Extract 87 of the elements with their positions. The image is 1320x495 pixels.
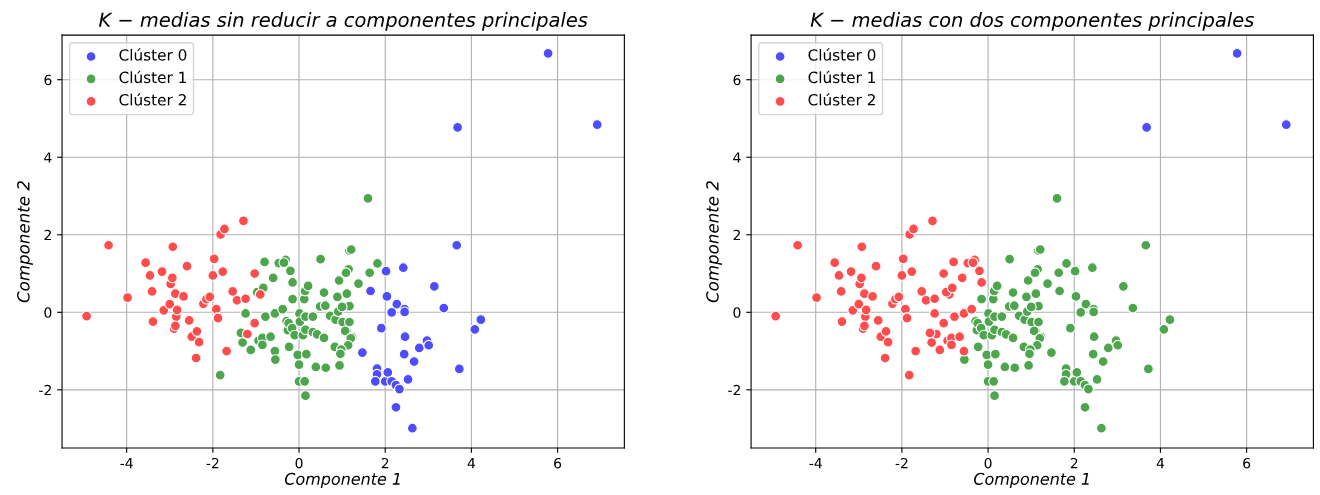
y-tick-label: 2 xyxy=(733,229,740,241)
point xyxy=(1231,47,1243,59)
y-tick-label: 0 xyxy=(733,307,741,318)
legend-label: Clúster 2 xyxy=(119,93,186,106)
point xyxy=(146,285,158,297)
point xyxy=(451,239,463,251)
point xyxy=(103,239,115,251)
point xyxy=(140,257,152,269)
point xyxy=(207,270,219,281)
y-tick-label: 6 xyxy=(44,74,52,86)
x-tick-label: 4 xyxy=(1156,458,1165,469)
x-tick-label: -4 xyxy=(809,458,822,469)
point xyxy=(193,336,205,348)
x-tick-label: 2 xyxy=(381,457,389,469)
chart-title: K − medias sin reducir a componentes principales xyxy=(98,12,588,31)
legend-label: Clúster 2 xyxy=(808,93,875,106)
point xyxy=(438,302,450,314)
point xyxy=(190,352,202,364)
point xyxy=(365,285,377,297)
legend-label: Clúster 0 xyxy=(808,48,876,61)
legend-label: Clúster 0 xyxy=(119,48,187,61)
x-tick-label: 2 xyxy=(1070,457,1078,469)
point xyxy=(423,339,435,351)
x-axis-title: Componente 1 xyxy=(284,472,400,488)
legend-label: Clúster 1 xyxy=(119,70,186,84)
x-tick-label: -2 xyxy=(895,457,908,469)
point xyxy=(122,292,134,304)
x-tick-label: 0 xyxy=(295,457,303,469)
point xyxy=(393,383,405,395)
point xyxy=(386,306,398,318)
x-tick-label: 6 xyxy=(1243,457,1251,469)
point xyxy=(453,363,465,375)
x-tick-label: 0 xyxy=(984,457,992,469)
point xyxy=(240,293,252,305)
point xyxy=(81,310,93,322)
point xyxy=(166,272,178,284)
point xyxy=(208,253,220,265)
y-tick-label: 6 xyxy=(733,74,741,86)
point xyxy=(191,325,203,337)
point xyxy=(402,373,414,385)
point xyxy=(1141,121,1153,133)
point xyxy=(183,314,195,326)
y-tick-label: -2 xyxy=(728,384,740,396)
point xyxy=(375,322,387,334)
point xyxy=(390,401,402,413)
point xyxy=(181,260,193,272)
y-tick-label: 4 xyxy=(44,152,52,163)
point xyxy=(219,223,230,235)
point xyxy=(144,270,156,281)
y-tick-label: 4 xyxy=(733,152,741,163)
point xyxy=(204,291,216,303)
point xyxy=(406,422,418,434)
point xyxy=(171,304,183,316)
point xyxy=(227,285,239,297)
y-tick-label: 0 xyxy=(44,307,52,318)
point xyxy=(398,348,410,360)
point xyxy=(369,375,381,387)
point xyxy=(381,290,393,302)
point xyxy=(452,121,464,133)
point xyxy=(380,265,392,277)
point xyxy=(1280,119,1292,131)
y-tick-label: -2 xyxy=(39,384,51,396)
point xyxy=(237,215,249,227)
x-tick-label: 6 xyxy=(554,457,562,469)
point xyxy=(382,366,394,378)
point xyxy=(542,47,554,59)
point xyxy=(475,314,487,326)
x-tick-label: -2 xyxy=(206,457,219,469)
chart-title: K − medias con dos componentes principales xyxy=(810,12,1254,31)
point xyxy=(249,317,261,329)
point xyxy=(408,356,420,367)
legend-label: Clúster 1 xyxy=(808,70,875,84)
x-axis-title: Componente 1 xyxy=(974,472,1089,488)
point xyxy=(469,323,481,335)
point xyxy=(221,345,233,357)
point xyxy=(413,342,425,354)
y-axis-title: Componente 2 xyxy=(17,181,33,303)
point xyxy=(591,119,603,131)
x-tick-label: 4 xyxy=(467,458,476,469)
x-tick-label: -4 xyxy=(120,458,133,469)
point xyxy=(399,331,411,343)
point xyxy=(397,262,409,274)
point xyxy=(241,328,253,340)
y-axis-title: Componente 2 xyxy=(706,181,722,303)
y-tick-label: 2 xyxy=(44,229,51,241)
point xyxy=(167,241,179,253)
point xyxy=(178,290,190,302)
